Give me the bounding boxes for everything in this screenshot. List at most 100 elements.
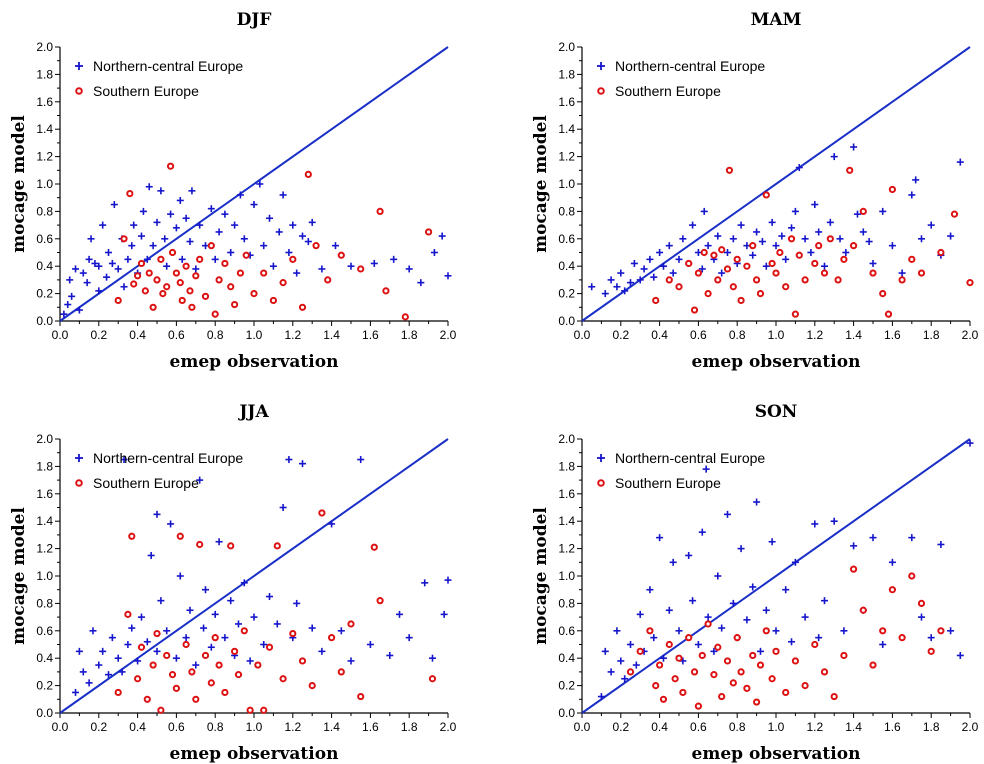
- data-point-plus: [859, 228, 867, 236]
- data-point-plus: [161, 235, 169, 243]
- data-point-plus: [737, 221, 745, 229]
- data-point-circle: [289, 629, 297, 638]
- data-point-plus: [145, 183, 153, 191]
- data-point-circle: [908, 255, 916, 263]
- data-point-plus: [815, 228, 823, 236]
- data-point-plus: [347, 657, 355, 665]
- y-tick-label: 0.0: [558, 314, 575, 328]
- data-point-circle: [337, 251, 345, 259]
- data-point-plus: [176, 196, 184, 204]
- data-point-circle: [801, 276, 809, 284]
- data-point-circle: [768, 259, 776, 268]
- x-tick-label: 0.4: [129, 328, 146, 342]
- data-point-circle: [163, 651, 171, 660]
- data-point-circle: [298, 657, 307, 665]
- series-southern: [114, 162, 433, 321]
- data-point-circle: [157, 255, 165, 263]
- data-point-plus: [588, 283, 596, 291]
- data-point-circle: [231, 300, 239, 309]
- data-point-plus: [656, 534, 664, 542]
- data-point-circle: [700, 248, 708, 257]
- data-point-circle: [665, 276, 673, 284]
- x-tick-label: 2.0: [962, 720, 979, 734]
- data-point-plus: [75, 647, 83, 655]
- y-tick-label: 2.0: [558, 40, 575, 54]
- data-point-circle: [884, 310, 893, 318]
- data-point-circle: [756, 290, 765, 298]
- y-tick-label: 0.8: [558, 204, 575, 218]
- data-point-circle: [137, 643, 146, 651]
- data-point-plus: [762, 606, 770, 614]
- data-point-circle: [710, 251, 718, 259]
- data-point-circle: [685, 259, 693, 268]
- data-point-circle: [749, 651, 757, 660]
- data-point-circle: [850, 565, 858, 573]
- x-tick-label: 1.8: [401, 328, 418, 342]
- data-point-circle: [675, 283, 683, 291]
- legend-label-south: Southern Europe: [93, 83, 199, 99]
- y-tick-label: 1.4: [558, 514, 575, 528]
- data-point-circle: [966, 279, 974, 287]
- data-point-circle: [937, 248, 945, 257]
- y-tick-label: 1.0: [558, 177, 575, 191]
- data-point-circle: [124, 610, 132, 618]
- x-tick-label: 1.0: [246, 720, 263, 734]
- y-tick-label: 0.4: [36, 651, 53, 665]
- chart-panel-djf: DJF 0.0 0.2 0.4 0.6 0.8 1.0 1.2 1.4 1.6 1.8 2.0 0.0 0…: [9, 10, 457, 372]
- data-point-plus: [139, 207, 147, 215]
- data-point-plus: [357, 456, 365, 464]
- y-tick-label: 0.6: [558, 624, 575, 638]
- data-point-plus: [108, 259, 116, 267]
- y-tick-label: 2.0: [558, 432, 575, 446]
- data-point-plus: [778, 232, 786, 240]
- data-point-circle: [898, 634, 906, 642]
- data-point-circle: [159, 290, 167, 298]
- data-point-plus: [85, 679, 93, 687]
- data-point-plus: [192, 661, 200, 669]
- data-point-plus: [656, 249, 664, 256]
- data-point-plus: [879, 207, 887, 215]
- data-point-circle: [830, 692, 838, 701]
- data-point-plus: [285, 456, 293, 464]
- data-point-plus: [714, 572, 722, 580]
- data-point-circle: [652, 682, 660, 690]
- legend-label-south: Southern Europe: [615, 83, 721, 99]
- data-point-circle: [240, 627, 248, 635]
- data-point-circle: [234, 671, 243, 679]
- data-point-circle: [723, 657, 732, 665]
- data-point-plus: [640, 265, 648, 273]
- y-tick-label: 0.2: [36, 679, 53, 693]
- x-axis-label: emep observation: [170, 352, 339, 372]
- y-tick-label: 0.4: [558, 651, 575, 665]
- data-point-circle: [143, 695, 151, 703]
- data-point-plus: [337, 627, 345, 635]
- data-point-circle: [324, 276, 332, 284]
- data-point-plus: [318, 265, 326, 273]
- data-point-plus: [795, 164, 803, 172]
- data-point-plus: [114, 265, 122, 273]
- legend: Northern-central Europe Southern Europe: [597, 58, 765, 99]
- chart-panel-mam: MAM 0.0 0.2 0.4 0.6 0.8 1.0 1.2 1.4 1.6 1.8 2.0 0.0 0…: [531, 10, 979, 372]
- data-point-plus: [788, 638, 796, 646]
- data-point-plus: [698, 528, 706, 536]
- data-point-circle: [656, 661, 664, 669]
- data-point-circle: [917, 599, 926, 608]
- data-point-plus: [694, 641, 702, 648]
- data-point-circle: [753, 698, 761, 706]
- data-point-plus: [347, 262, 355, 270]
- data-point-circle: [176, 279, 184, 287]
- data-point-plus: [231, 221, 239, 229]
- data-point-plus: [698, 265, 706, 273]
- x-tick-label: 1.2: [806, 328, 823, 342]
- data-point-plus: [118, 668, 126, 676]
- data-point-plus: [689, 597, 697, 605]
- legend-plus-marker: [597, 62, 605, 70]
- data-point-circle: [675, 654, 683, 662]
- data-point-plus: [221, 634, 229, 642]
- data-point-plus: [768, 538, 776, 546]
- data-point-circle: [815, 242, 823, 250]
- data-point-plus: [689, 221, 697, 229]
- data-point-circle: [157, 706, 165, 714]
- x-tick-label: 0.2: [90, 720, 107, 734]
- data-point-circle: [685, 634, 693, 642]
